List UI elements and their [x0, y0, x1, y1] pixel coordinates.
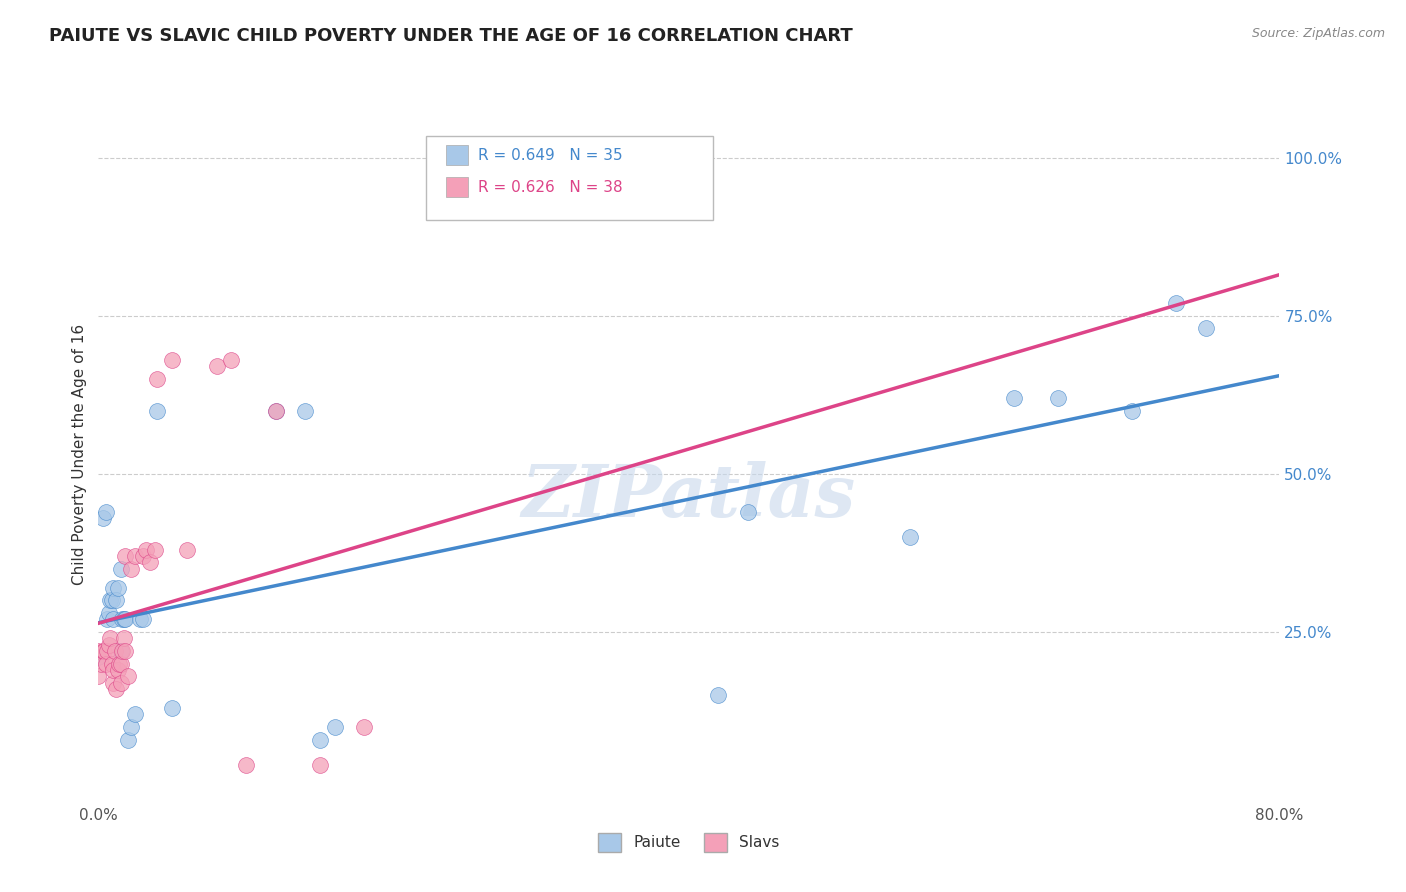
Point: [97, 606, 120, 620]
Point: [96, 612, 118, 626]
Point: [176, 542, 198, 557]
Point: [103, 675, 125, 690]
Text: ZIPatlas: ZIPatlas: [522, 461, 856, 533]
Point: [221, 353, 243, 368]
Point: [111, 612, 134, 626]
Point: [146, 403, 169, 417]
Point: [94, 657, 117, 671]
Point: [93, 644, 115, 658]
Point: [103, 581, 125, 595]
Point: [87, 644, 110, 658]
Point: [205, 359, 228, 374]
Point: [90, 657, 112, 671]
Point: [91, 511, 114, 525]
Point: [132, 549, 155, 563]
Point: [162, 701, 183, 715]
Point: [94, 505, 117, 519]
Point: [114, 644, 136, 658]
Point: [97, 638, 120, 652]
Point: [900, 530, 922, 544]
Point: [110, 644, 132, 658]
Text: R = 0.626   N = 38: R = 0.626 N = 38: [478, 179, 623, 194]
Point: [114, 612, 136, 626]
Point: [1046, 391, 1070, 405]
Point: [87, 669, 110, 683]
Point: [110, 675, 132, 690]
Point: [110, 562, 132, 576]
Point: [135, 542, 157, 557]
Point: [124, 549, 146, 563]
Point: [110, 657, 132, 671]
Point: [264, 403, 287, 417]
Point: [107, 663, 129, 677]
Point: [117, 732, 139, 747]
Point: [353, 720, 375, 734]
Point: [91, 644, 114, 658]
Text: PAIUTE VS SLAVIC CHILD POVERTY UNDER THE AGE OF 16 CORRELATION CHART: PAIUTE VS SLAVIC CHILD POVERTY UNDER THE…: [49, 27, 853, 45]
Point: [132, 612, 155, 626]
Point: [323, 720, 346, 734]
Point: [143, 542, 166, 557]
Point: [111, 644, 134, 658]
Point: [112, 612, 135, 626]
Point: [114, 549, 136, 563]
Point: [103, 612, 125, 626]
Point: [100, 657, 122, 671]
Point: [1121, 403, 1143, 417]
Point: [104, 644, 127, 658]
Point: [1166, 296, 1188, 310]
Point: [1195, 321, 1218, 335]
Point: [100, 593, 122, 607]
Point: [107, 581, 129, 595]
Point: [1002, 391, 1025, 405]
Legend: Paiute, Slavs: Paiute, Slavs: [592, 827, 786, 858]
Point: [737, 505, 759, 519]
Text: Source: ZipAtlas.com: Source: ZipAtlas.com: [1251, 27, 1385, 40]
Point: [235, 757, 257, 772]
Point: [87, 650, 110, 665]
Point: [98, 593, 121, 607]
Text: R = 0.649   N = 35: R = 0.649 N = 35: [478, 147, 623, 162]
Point: [96, 644, 118, 658]
Point: [103, 663, 125, 677]
Point: [309, 757, 332, 772]
Point: [117, 669, 139, 683]
Point: [120, 720, 142, 734]
Point: [146, 372, 169, 386]
Point: [98, 632, 121, 646]
Point: [162, 353, 183, 368]
Point: [108, 657, 131, 671]
Point: [294, 403, 316, 417]
Point: [128, 612, 150, 626]
Point: [124, 707, 146, 722]
Point: [309, 732, 332, 747]
Point: [105, 681, 128, 696]
Point: [112, 632, 135, 646]
Point: [707, 688, 730, 702]
Y-axis label: Child Poverty Under the Age of 16: Child Poverty Under the Age of 16: [72, 325, 87, 585]
Point: [139, 556, 162, 570]
Point: [105, 593, 128, 607]
Point: [120, 562, 142, 576]
Point: [264, 403, 287, 417]
